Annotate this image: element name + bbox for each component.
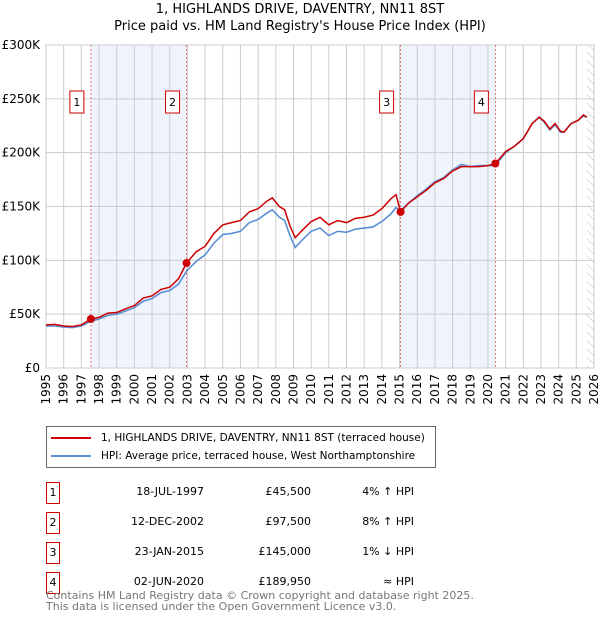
y-tick-label: £250K (2, 92, 42, 106)
x-tick-label: 2005 (216, 374, 230, 405)
x-tick-label: 2010 (304, 374, 318, 405)
x-tick-label: 1998 (92, 374, 106, 405)
x-tick-label: 2013 (357, 374, 371, 405)
x-tick-label: 1995 (39, 374, 53, 405)
x-tick-label: 2011 (322, 374, 336, 405)
transaction-price: £45,500 (265, 485, 312, 498)
transaction-price: £145,000 (258, 545, 312, 558)
x-tick-label: 2008 (269, 374, 283, 405)
transaction-price: £97,500 (265, 515, 312, 528)
legend: 1, HIGHLANDS DRIVE, DAVENTRY, NN11 8ST (… (46, 426, 436, 468)
legend-item-hpi: HPI: Average price, terraced house, West… (51, 448, 415, 464)
transaction-row: 2 12-DEC-2002 £97,500 8% ↑ HPI (46, 512, 414, 534)
x-tick-label: 2000 (127, 374, 141, 405)
x-tick-label: 2024 (552, 374, 566, 405)
sale-label-box (379, 90, 395, 114)
x-tick-label: 1996 (57, 374, 71, 405)
x-tick-label: 1999 (110, 374, 124, 405)
footer-line: This data is licensed under the Open Gov… (46, 600, 397, 613)
x-tick-label: 2018 (446, 374, 460, 405)
x-tick-label: 2006 (233, 374, 247, 405)
y-tick-label: £0 (25, 361, 40, 375)
sale-label: 4 (478, 96, 485, 109)
transaction-row: 3 23-JAN-2015 £145,000 1% ↓ HPI (46, 542, 414, 564)
transaction-date: 02-JUN-2020 (133, 575, 204, 588)
y-tick-label: £100K (2, 253, 42, 267)
sale-label: 3 (383, 96, 390, 109)
x-tick-label: 2014 (375, 374, 389, 405)
transaction-badge: 1 (46, 482, 60, 504)
y-tick-label: £50K (9, 307, 41, 321)
x-tick-label: 2003 (180, 374, 194, 405)
transaction-price: £189,950 (258, 575, 312, 588)
transaction-row: 4 02-JUN-2020 £189,950 ≈ HPI (46, 572, 414, 594)
transaction-badge: 4 (46, 572, 60, 594)
plot-area: 1995 1996 1997 1998 1999 2000 2001 2002 2003 2004… (2, 38, 600, 405)
x-tick-label: 2021 (499, 374, 513, 405)
transaction-badge: 3 (46, 542, 60, 564)
plot-border (45, 44, 595, 369)
x-tick-label: 2017 (428, 374, 442, 405)
x-tick-label: 1997 (74, 374, 88, 405)
x-tick-label: 2009 (286, 374, 300, 405)
x-tick-label: 2019 (463, 374, 477, 405)
chart-title: 1, HIGHLANDS DRIVE, DAVENTRY, NN11 8ST (155, 2, 445, 17)
transaction-date: 12-DEC-2002 (130, 515, 204, 528)
x-tick-label: 2004 (198, 374, 212, 405)
x-tick-label: 2002 (163, 374, 177, 405)
x-tick-label: 2025 (569, 374, 583, 405)
x-tick-label: 2023 (534, 374, 548, 405)
transaction-hpi-relation: 4% ↑ HPI (362, 485, 414, 498)
transaction-hpi-relation: 8% ↑ HPI (362, 515, 414, 528)
y-tick-label: £200K (2, 146, 42, 160)
x-tick-label: 2026 (587, 374, 600, 405)
footer: Contains HM Land Registry data © Crown c… (46, 590, 474, 612)
x-tick-label: 2007 (251, 374, 265, 405)
sale-label: 1 (73, 96, 80, 109)
y-tick-label: £150K (2, 200, 42, 214)
footer-line: Contains HM Land Registry data © Crown c… (46, 589, 474, 602)
transaction-date: 18-JUL-1997 (136, 485, 204, 498)
legend-label: HPI: Average price, terraced house, West… (101, 450, 416, 462)
sale-point (396, 207, 405, 216)
legend-label: 1, HIGHLANDS DRIVE, DAVENTRY, NN11 8ST (… (101, 432, 425, 444)
x-tick-label: 2015 (393, 374, 407, 405)
y-tick-label: £300K (2, 38, 42, 52)
transaction-badge: 2 (46, 512, 60, 534)
transaction-hpi-relation: ≈ HPI (383, 575, 414, 588)
sale-point (182, 259, 191, 268)
x-tick-label: 2022 (516, 374, 530, 405)
sale-label-box (69, 90, 85, 114)
legend-item-property: 1, HIGHLANDS DRIVE, DAVENTRY, NN11 8ST (… (51, 430, 425, 446)
x-tick-label: 2001 (145, 374, 159, 405)
sale-point (491, 159, 500, 168)
property-series-line (45, 114, 588, 328)
transaction-hpi-relation: 1% ↓ HPI (362, 545, 414, 558)
x-tick-label: 2016 (410, 374, 424, 405)
chart-subtitle: Price paid vs. HM Land Registry's House … (114, 19, 486, 34)
x-tick-label: 2012 (340, 374, 354, 405)
sale-point (86, 315, 95, 324)
x-tick-label: 2020 (481, 374, 495, 405)
sale-label: 2 (169, 96, 176, 109)
transaction-date: 23-JAN-2015 (134, 545, 204, 558)
sale-label-box (473, 90, 489, 114)
sale-label-box (165, 90, 181, 114)
transaction-row: 1 18-JUL-1997 £45,500 4% ↑ HPI (46, 482, 414, 504)
